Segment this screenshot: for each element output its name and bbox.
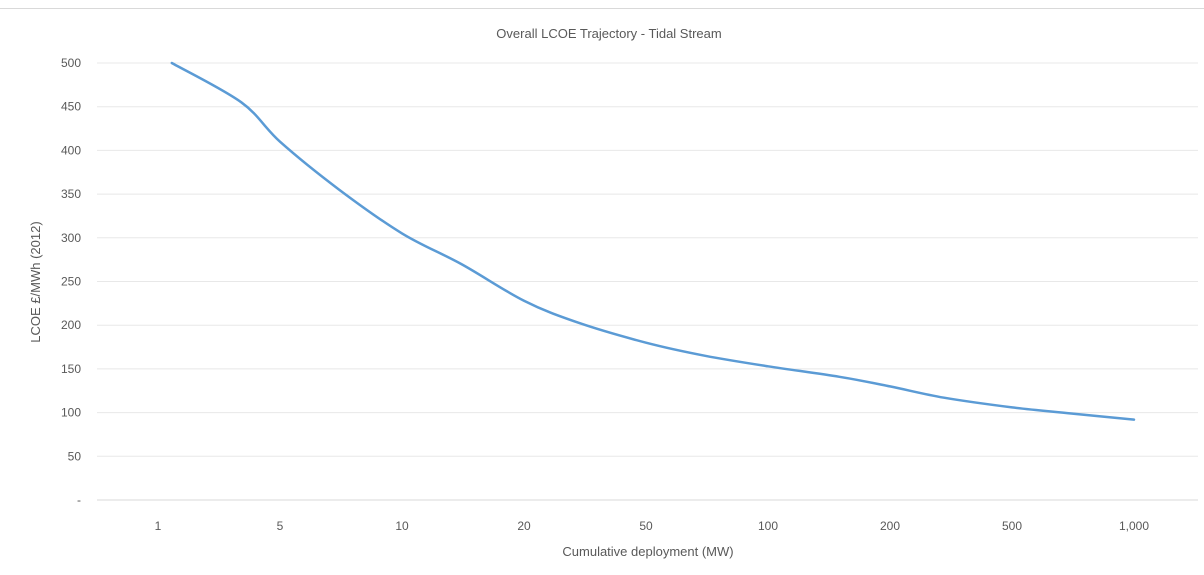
y-tick-label: 100 — [61, 406, 81, 420]
x-tick-label: 50 — [639, 519, 653, 533]
x-tick-labels: 1 5 10 20 50 100 200 500 1,000 — [155, 519, 1150, 533]
x-tick-label: 100 — [758, 519, 778, 533]
x-axis-title: Cumulative deployment (MW) — [562, 544, 733, 559]
chart-title: Overall LCOE Trajectory - Tidal Stream — [496, 26, 721, 41]
x-tick-label: 10 — [395, 519, 409, 533]
y-tick-label: 450 — [61, 100, 81, 114]
y-axis-title: LCOE £/MWh (2012) — [28, 221, 43, 342]
y-tick-label: 350 — [61, 187, 81, 201]
x-tick-label: 1 — [155, 519, 162, 533]
series-layer — [170, 61, 1136, 421]
y-tick-label: 150 — [61, 362, 81, 376]
y-tick-label: 50 — [68, 449, 82, 463]
y-tick-label: 300 — [61, 231, 81, 245]
y-tick-label: 200 — [61, 318, 81, 332]
x-tick-label: 200 — [880, 519, 900, 533]
y-tick-label: 500 — [61, 56, 81, 70]
y-tick-label: - — [77, 493, 81, 507]
gridlines — [97, 62, 1198, 501]
x-tick-label: 1,000 — [1119, 519, 1149, 533]
x-tick-label: 20 — [517, 519, 531, 533]
x-tick-label: 5 — [277, 519, 284, 533]
x-tick-label: 500 — [1002, 519, 1022, 533]
y-tick-label: 400 — [61, 143, 81, 157]
y-tick-labels: - 50 100 150 200 250 300 350 400 450 500 — [61, 56, 81, 507]
series-line — [170, 61, 1136, 421]
y-tick-label: 250 — [61, 275, 81, 289]
chart-top-border — [0, 8, 1204, 9]
